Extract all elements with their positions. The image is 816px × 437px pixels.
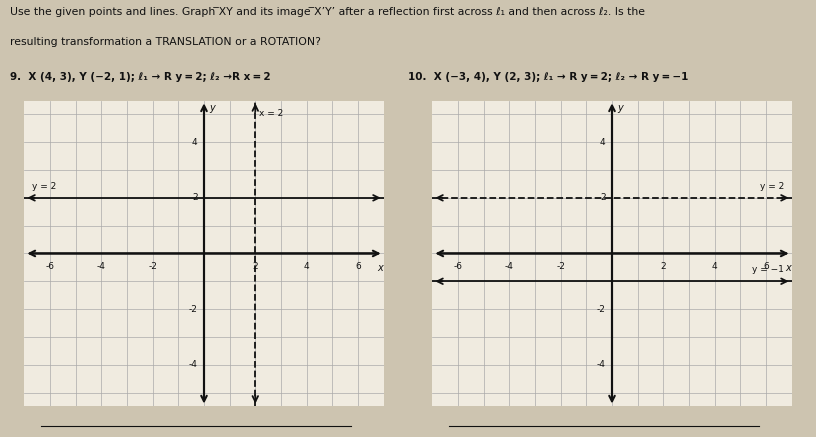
Text: -4: -4 (505, 262, 514, 271)
Text: x = 2: x = 2 (259, 109, 283, 118)
Text: 4: 4 (712, 262, 717, 271)
Text: -2: -2 (149, 262, 157, 271)
Text: 4: 4 (304, 262, 309, 271)
Text: y = −1: y = −1 (752, 265, 784, 274)
Text: -4: -4 (188, 360, 197, 369)
Text: 10.  X (−3, 4), Y (2, 3); ℓ₁ → R y = 2; ℓ₂ → R y = −1: 10. X (−3, 4), Y (2, 3); ℓ₁ → R y = 2; ℓ… (408, 72, 689, 82)
Text: Use the given points and lines. Graph ̅XY and its image ̅X’Y’ after a reflection: Use the given points and lines. Graph ̅X… (10, 7, 645, 17)
Text: -4: -4 (596, 360, 605, 369)
Text: 2: 2 (600, 193, 605, 202)
Text: -6: -6 (454, 262, 463, 271)
Text: 4: 4 (192, 138, 197, 147)
Text: 2: 2 (192, 193, 197, 202)
Text: 6: 6 (355, 262, 361, 271)
Text: y: y (209, 103, 215, 113)
Text: y = 2: y = 2 (32, 182, 56, 191)
Text: 9.  X (4, 3), Y (−2, 1); ℓ₁ → R y = 2; ℓ₂ →R x = 2: 9. X (4, 3), Y (−2, 1); ℓ₁ → R y = 2; ℓ₂… (10, 72, 270, 82)
Text: y: y (617, 103, 623, 113)
Text: y = 2: y = 2 (760, 182, 784, 191)
Text: 6: 6 (763, 262, 769, 271)
Text: -6: -6 (46, 262, 55, 271)
Text: -2: -2 (596, 305, 605, 314)
Text: -2: -2 (188, 305, 197, 314)
Text: 2: 2 (252, 262, 258, 271)
Text: resulting transformation a TRANSLATION or a ROTATION?: resulting transformation a TRANSLATION o… (10, 37, 321, 47)
Text: x: x (785, 263, 791, 273)
Text: -4: -4 (97, 262, 106, 271)
Text: 2: 2 (660, 262, 666, 271)
Text: x: x (377, 263, 383, 273)
Text: 4: 4 (600, 138, 605, 147)
Text: -2: -2 (557, 262, 565, 271)
